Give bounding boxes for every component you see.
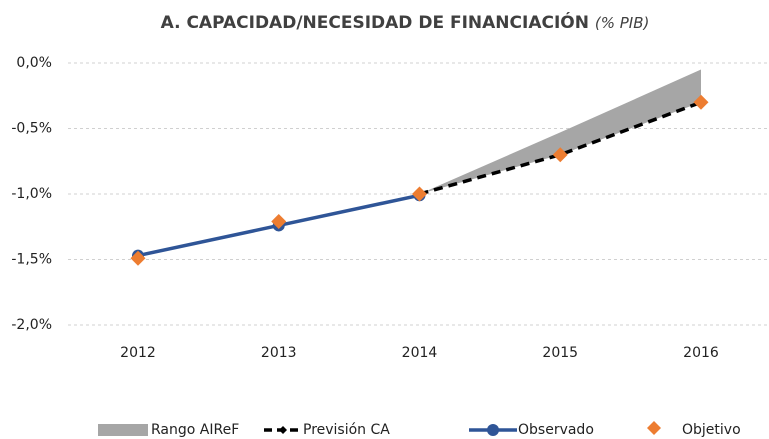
legend-swatch: [98, 424, 148, 436]
x-tick-label: 2013: [261, 345, 297, 361]
x-tick-label: 2015: [542, 345, 578, 361]
legend-swatch: [487, 424, 499, 436]
target-point: [412, 186, 427, 202]
legend-label: Rango AIReF: [151, 422, 239, 438]
x-tick-label: 2014: [402, 345, 438, 361]
x-tick-label: 2012: [120, 345, 156, 361]
y-tick-label: -1,5%: [11, 252, 52, 268]
legend-swatch: [647, 421, 661, 435]
legend-label: Observado: [518, 422, 594, 438]
target-point: [693, 94, 709, 110]
y-tick-label: -1,0%: [11, 186, 52, 202]
y-tick-label: -0,5%: [11, 121, 52, 137]
title-unit: (% PIB): [595, 14, 650, 32]
range-band: [419, 69, 701, 194]
chart-title: A. CAPACIDAD/NECESIDAD DE FINANCIACIÓN (…: [161, 11, 650, 33]
legend-label: Previsión CA: [303, 422, 390, 438]
y-tick-label: -2,0%: [11, 317, 52, 333]
target-point: [552, 147, 568, 163]
legend-swatch: [279, 426, 287, 434]
target-point: [271, 214, 287, 230]
forecast-line: [419, 100, 702, 196]
legend-label: Objetivo: [682, 422, 741, 438]
y-tick-label: 0,0%: [16, 55, 52, 71]
x-tick-label: 2016: [683, 345, 719, 361]
title-main: A. CAPACIDAD/NECESIDAD DE FINANCIACIÓN: [161, 11, 589, 33]
target-point: [130, 250, 146, 266]
